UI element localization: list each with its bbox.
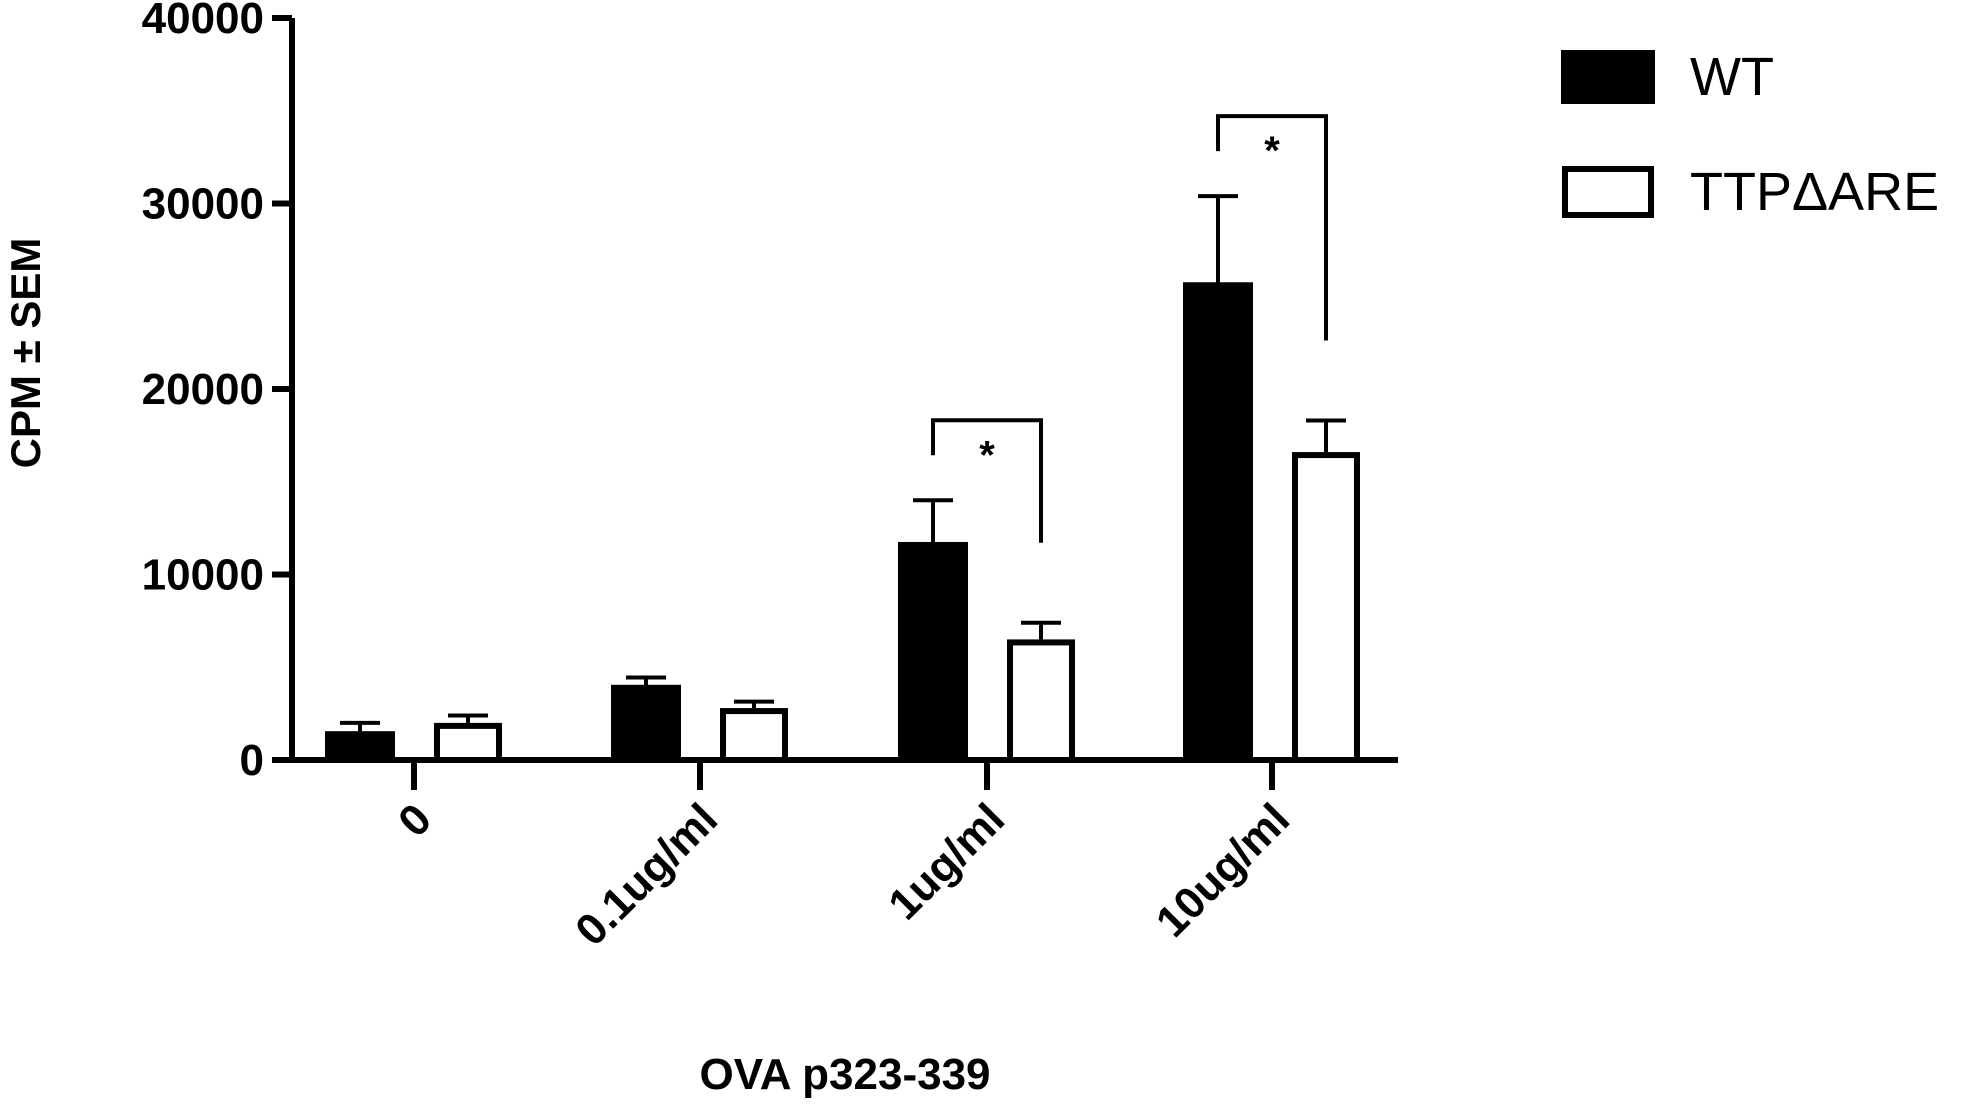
y-ticks-group: 0 10000 20000 30000 40000	[142, 0, 292, 785]
y-axis-title: CPM ± SEM	[2, 238, 49, 469]
significance-star: *	[979, 433, 995, 477]
bar-ttp	[1007, 639, 1075, 763]
x-tick-label: 0.1ug/ml	[566, 794, 727, 955]
x-tick-label: 0	[389, 794, 441, 846]
bar-wt	[1183, 282, 1253, 761]
bar-wt	[325, 731, 395, 761]
x-ticks-group: 0 0.1ug/ml 1ug/ml 10ug/ml	[389, 760, 1299, 955]
significance-star: *	[1264, 129, 1280, 173]
legend-swatch-ttp	[1562, 166, 1654, 218]
significance-bracket	[1216, 114, 1328, 341]
legend-label: TTPΔARE	[1690, 162, 1939, 222]
significance-group: **	[931, 114, 1328, 543]
error-bars-group	[340, 194, 1346, 733]
bar-wt	[898, 541, 968, 762]
x-tick-label: 1ug/ml	[879, 794, 1014, 929]
x-tick-label: 10ug/ml	[1147, 794, 1299, 946]
legend-label: WT	[1690, 47, 1774, 107]
bar-ttp	[720, 708, 788, 763]
bars-group	[325, 282, 1360, 764]
bar-wt	[611, 684, 681, 761]
y-tick-label: 40000	[142, 0, 264, 43]
y-tick-label: 20000	[142, 365, 264, 414]
bar-ttp	[1292, 452, 1360, 763]
y-tick-label: 30000	[142, 180, 264, 229]
x-axis-title: OVA p323-339	[699, 1050, 990, 1099]
legend: WT TTPΔARE	[1561, 47, 1939, 222]
y-tick-label: 0	[240, 736, 264, 785]
significance-bracket	[931, 418, 1043, 543]
bar-ttp	[434, 722, 502, 764]
y-tick-label: 10000	[142, 551, 264, 600]
legend-swatch-wt	[1561, 50, 1655, 104]
